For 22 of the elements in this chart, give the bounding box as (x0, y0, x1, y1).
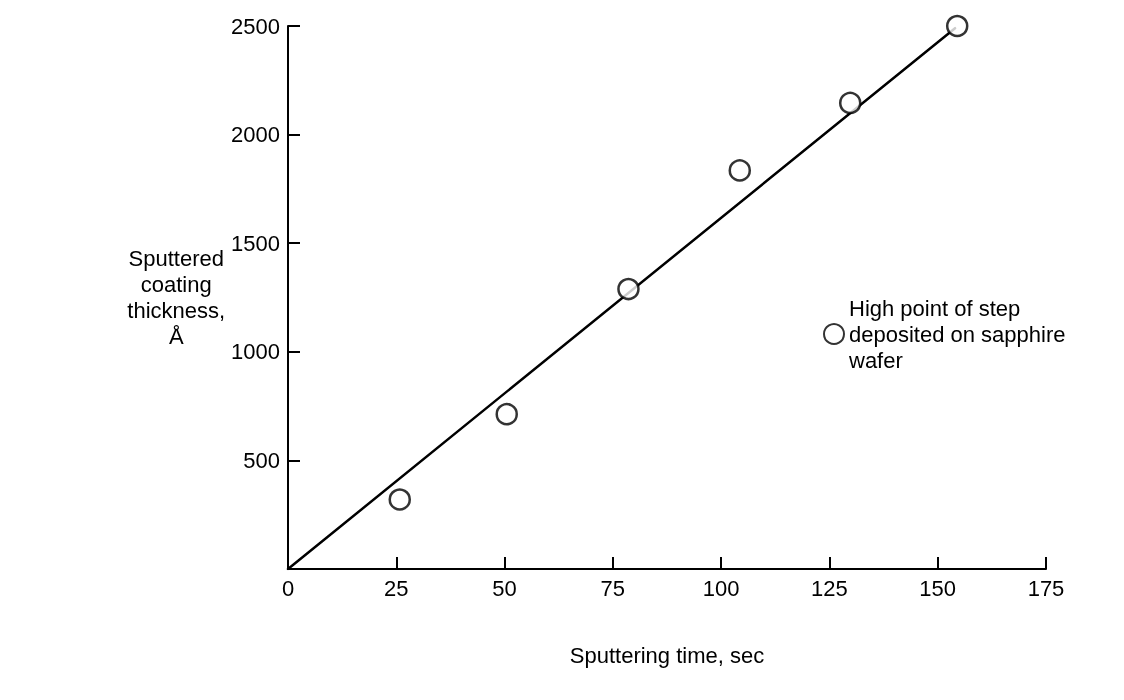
x-tick-label: 75 (600, 575, 626, 601)
y-tick-label: 1500 (231, 230, 280, 256)
x-tick-label: 125 (811, 575, 848, 601)
x-tick-label: 50 (492, 575, 517, 601)
y-tick-label: 1000 (231, 339, 280, 365)
point (728, 159, 752, 182)
y-axis-title: Sputtered coating thickness, Å (127, 246, 226, 349)
y-tick-label: 2000 (231, 122, 280, 148)
y-tick-label: 500 (243, 447, 280, 473)
x-tick-label: 150 (919, 575, 957, 601)
point (945, 14, 969, 38)
point (495, 402, 518, 426)
point (388, 488, 411, 511)
x-tick-label: 100 (702, 575, 740, 601)
legend-label: High point of step deposited on sapphire wafer (848, 295, 1072, 373)
x-axis-title: Sputtering time, sec (569, 642, 765, 668)
point (617, 277, 640, 301)
x-tick-label: 0 (281, 575, 295, 601)
point (838, 91, 862, 115)
x-tick-label: 25 (384, 575, 409, 601)
y-tick-label: 2500 (231, 13, 280, 39)
x-tick-label: 175 (1027, 575, 1065, 601)
